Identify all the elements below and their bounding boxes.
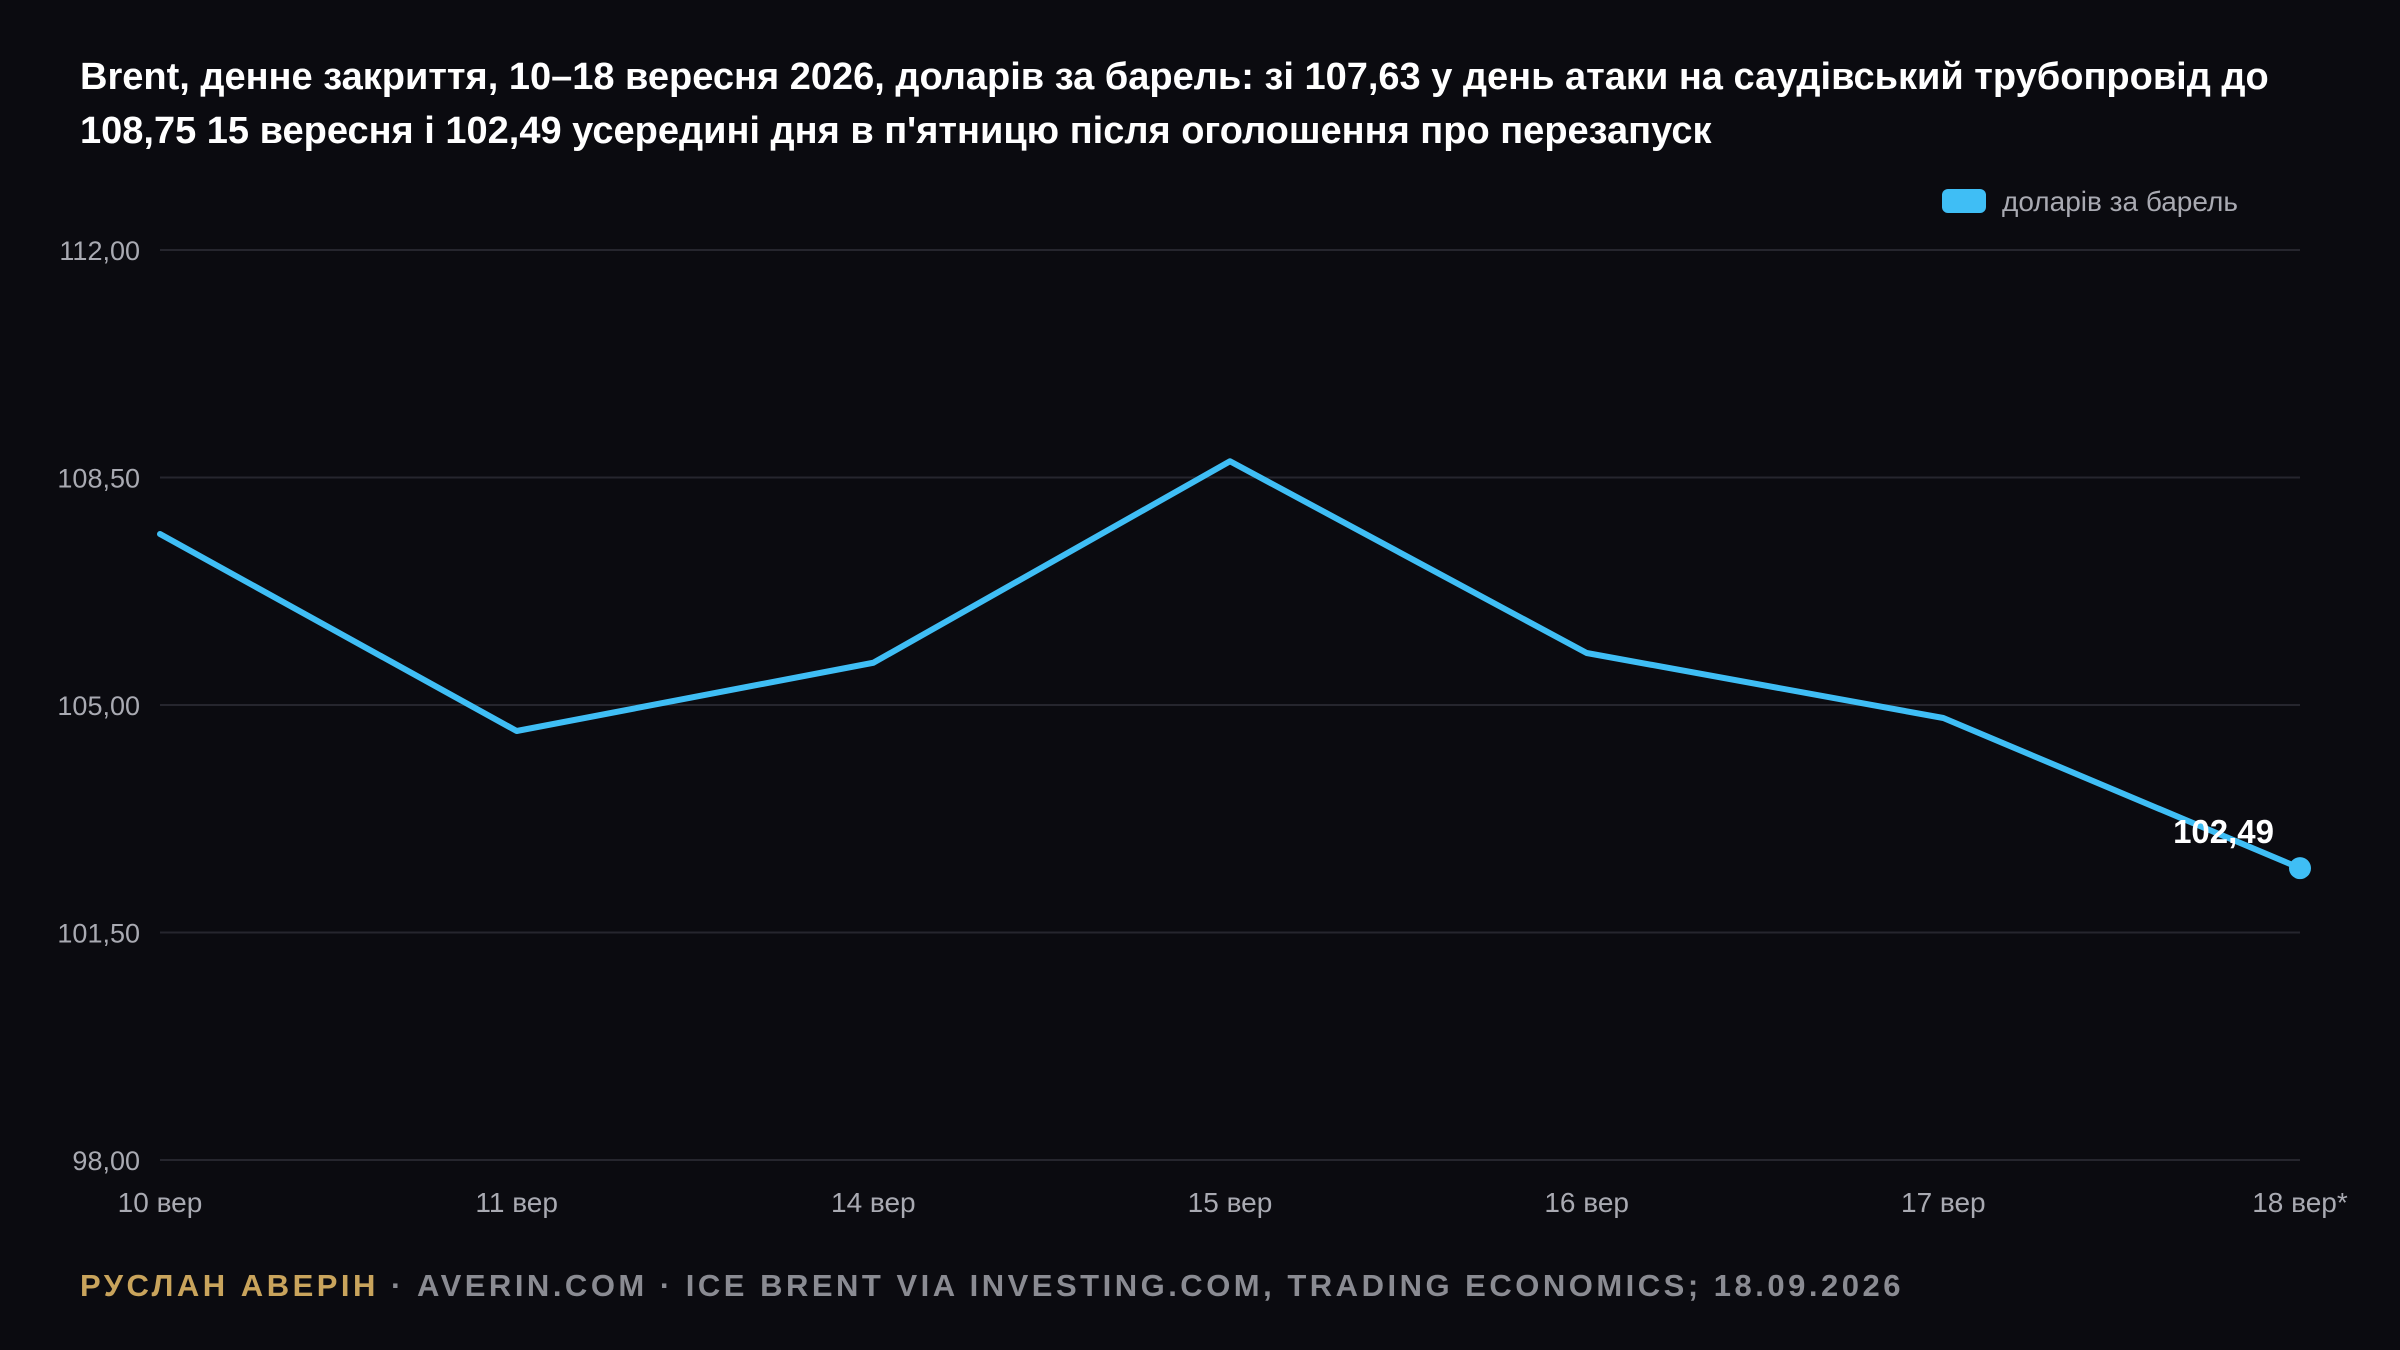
grid-lines	[160, 249, 2300, 1161]
y-tick-label: 98,00	[72, 1146, 140, 1176]
legend-label: доларів за барель	[2002, 186, 2238, 217]
x-tick-label: 15 вер	[1188, 1187, 1273, 1218]
footer-source: · AVERIN.COM · ICE BRENT VIA INVESTING.C…	[378, 1268, 1904, 1303]
x-tick-label: 17 вер	[1901, 1187, 1986, 1218]
end-point-marker	[2289, 857, 2311, 880]
x-axis-ticks: 10 вер 11 вер 14 вер 15 вер 16 вер 17 вер 18 в…	[118, 1187, 2348, 1218]
footer-author: РУСЛАН АВЕРІН	[80, 1268, 379, 1303]
x-tick-label: 14 вер	[831, 1187, 916, 1218]
x-tick-label: 18 вер*	[2252, 1187, 2348, 1218]
legend-swatch	[1942, 189, 1986, 213]
y-tick-label: 101,50	[57, 919, 140, 949]
series-group: 102,49	[157, 458, 2311, 880]
x-tick-label: 11 вер	[475, 1187, 558, 1218]
y-tick-label: 108,50	[57, 464, 140, 494]
y-tick-label: 112,00	[59, 236, 140, 266]
legend: доларів за барель	[1942, 186, 2238, 217]
end-value-label: 102,49	[2173, 813, 2274, 850]
y-tick-label: 105,00	[57, 691, 140, 721]
x-tick-label: 10 вер	[118, 1187, 203, 1218]
y-axis-ticks: 112,00 108,50 105,00 101,50 98,00	[57, 236, 140, 1176]
chart-title: Brent, денне закриття, 10–18 вересня 202…	[80, 56, 2269, 152]
footer-credits: РУСЛАН АВЕРІН · AVERIN.COM · ICE BRENT V…	[80, 1268, 1904, 1304]
x-tick-label: 16 вер	[1544, 1187, 1629, 1218]
series-line	[157, 458, 2303, 872]
